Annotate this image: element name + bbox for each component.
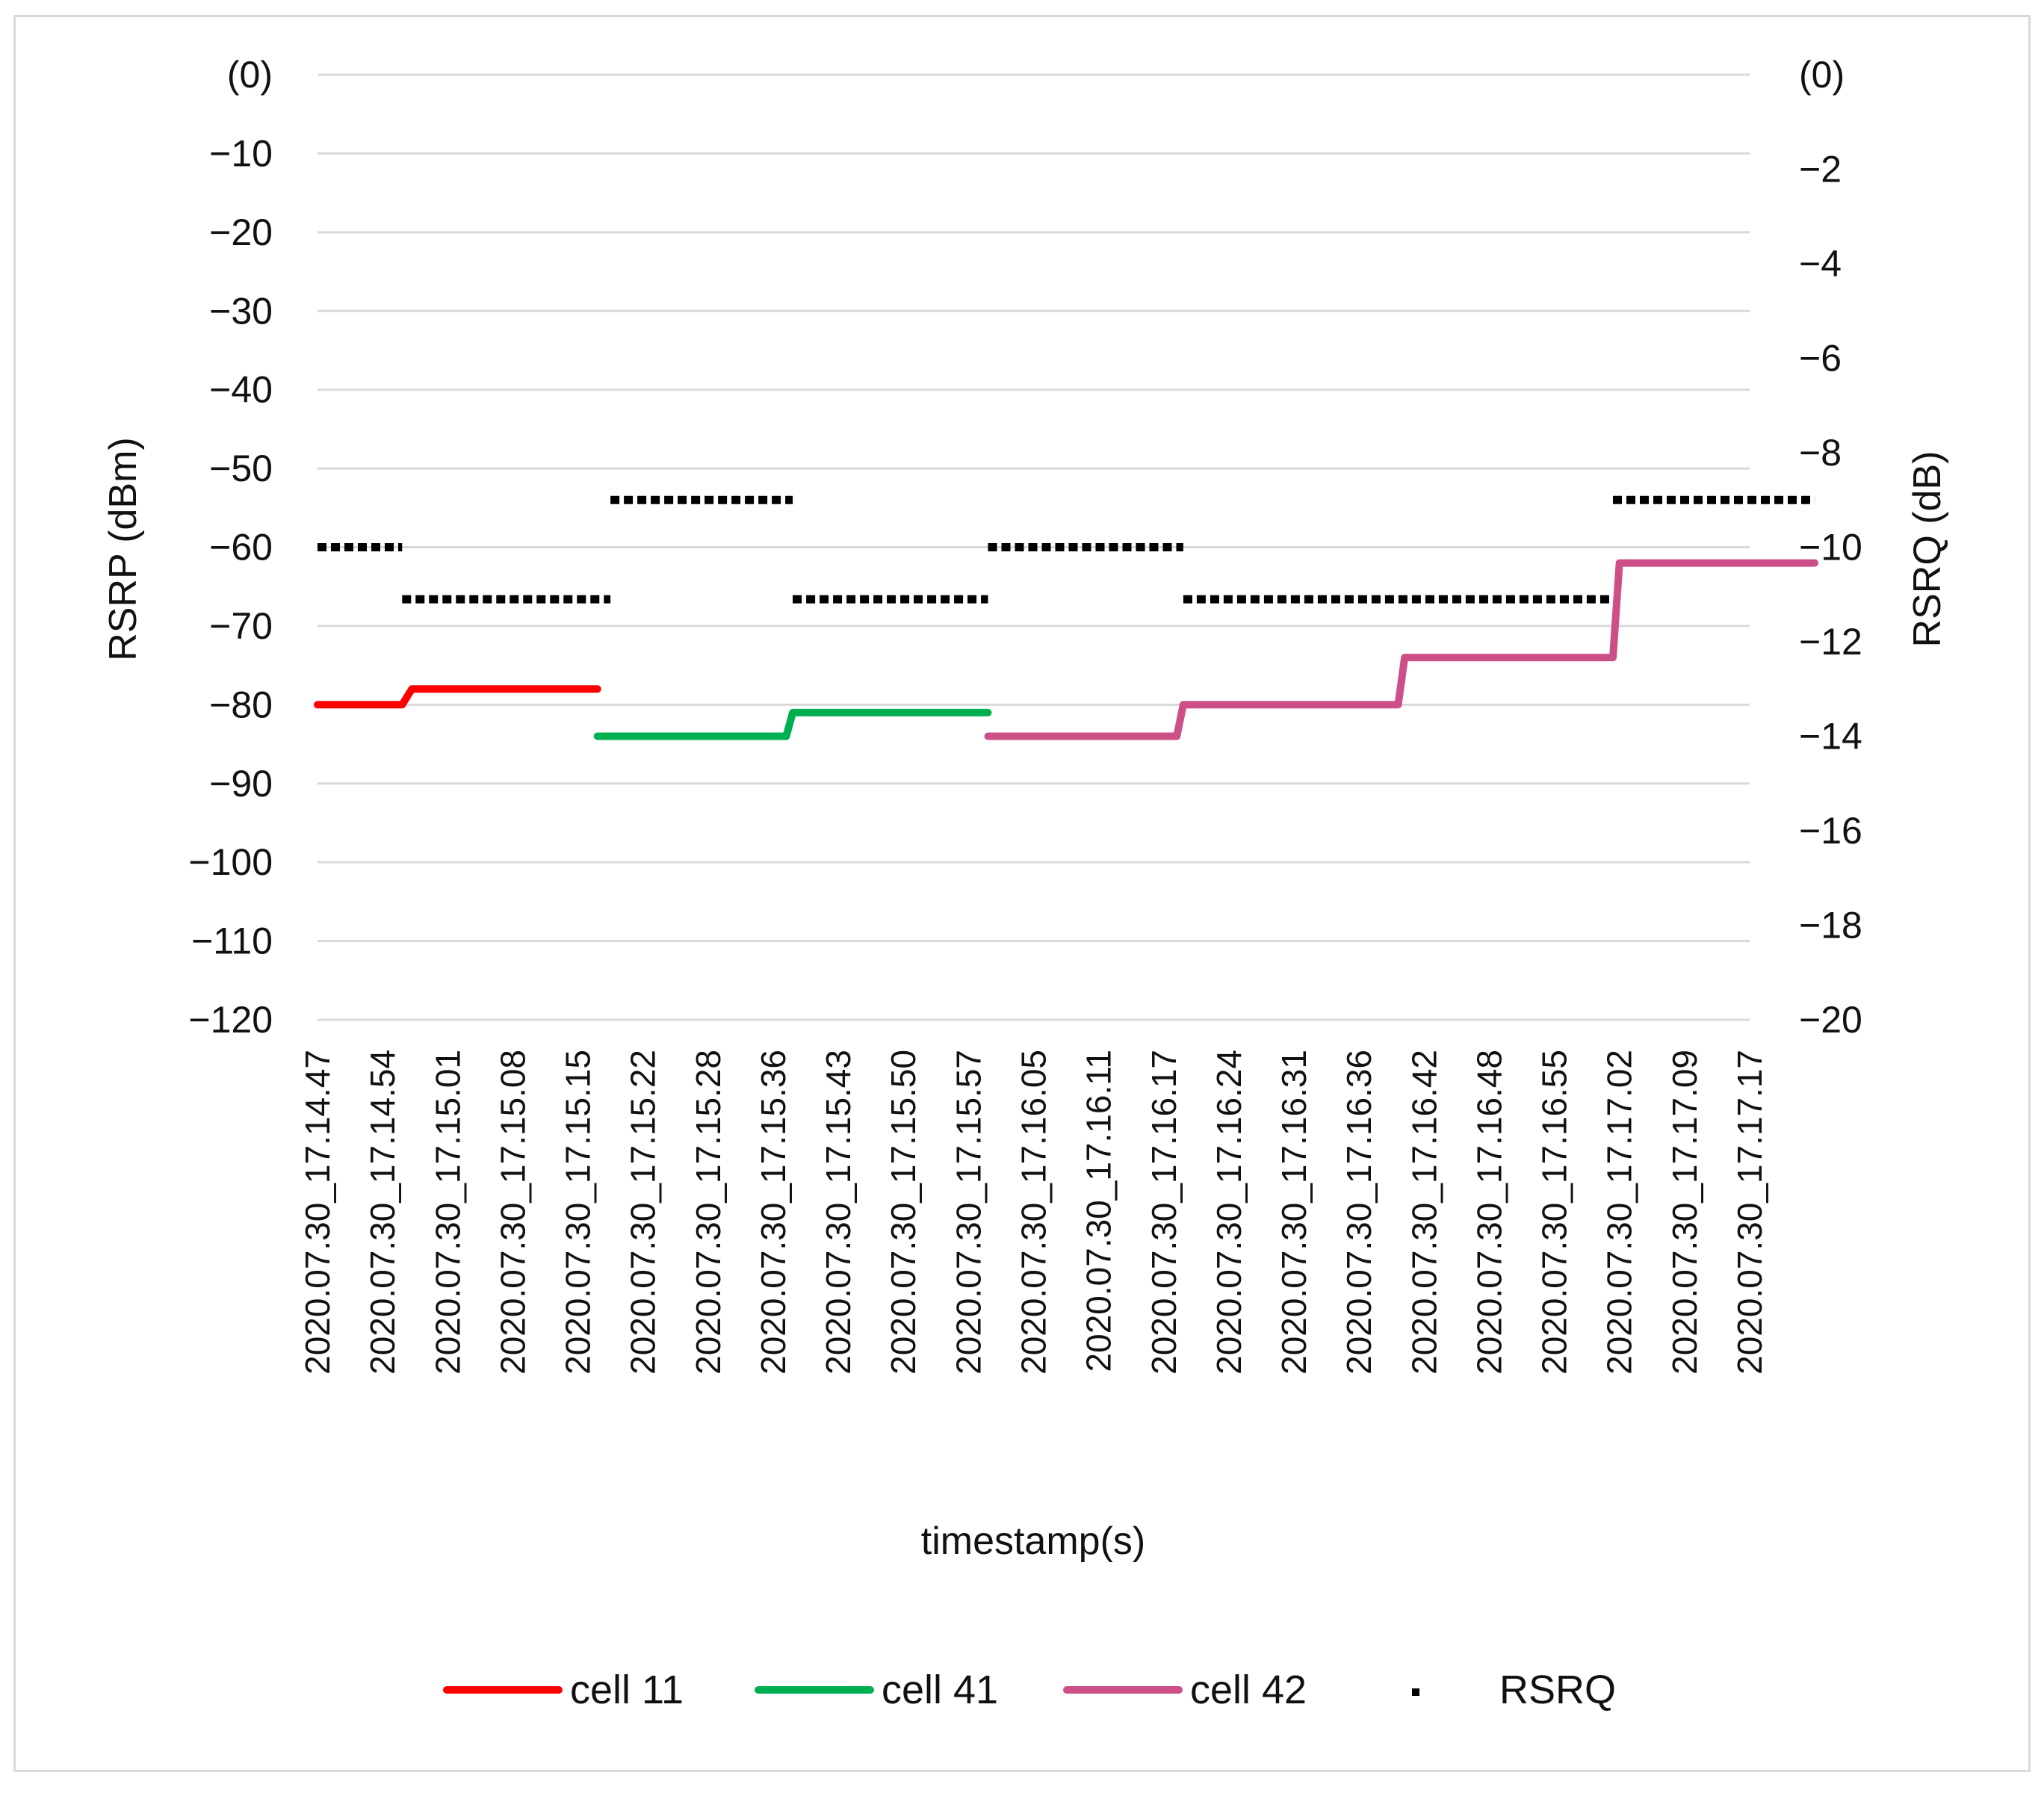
y2-tick-label: −6 (1799, 338, 1842, 380)
y-tick-label: −60 (209, 527, 273, 569)
y2-tick-label: −18 (1799, 905, 1862, 947)
series-line-cell-11 (314, 685, 601, 709)
legend-label: RSRQ (1499, 1667, 1616, 1712)
legend-swatch (1412, 1688, 1419, 1696)
x-tick-label: 2020.07.30_17.17.02 (1600, 1050, 1639, 1375)
x-tick-label: 2020.07.30_17.15.57 (949, 1050, 988, 1375)
y2-tick-label: −20 (1799, 999, 1862, 1041)
x-tick-label: 2020.07.30_17.14.54 (363, 1050, 402, 1375)
x-tick-label: 2020.07.30_17.16.55 (1535, 1050, 1574, 1375)
y2-tick-label: −2 (1799, 149, 1842, 191)
x-tick-label: 2020.07.30_17.16.31 (1275, 1050, 1313, 1375)
legend-label: cell 11 (570, 1667, 684, 1712)
y-tick-label: −40 (209, 369, 273, 411)
y2-tick-label: −4 (1799, 243, 1842, 285)
y-tick-label: −70 (209, 605, 273, 647)
y2-tick-label: −12 (1799, 621, 1862, 663)
x-tick-label: 2020.07.30_17.16.11 (1080, 1050, 1118, 1372)
x-tick-label: 2020.07.30_17.17.17 (1730, 1050, 1769, 1375)
y-tick-label: −20 (209, 211, 273, 253)
x-tick-label: 2020.07.30_17.16.42 (1405, 1050, 1443, 1375)
y-axis-title: RSRP (dBm) (102, 437, 145, 661)
y-tick-label: −50 (209, 448, 273, 489)
x-tick-label: 2020.07.30_17.16.24 (1210, 1050, 1248, 1375)
x-tick-label: 2020.07.30_17.16.36 (1340, 1050, 1378, 1375)
x-tick-label: 2020.07.30_17.15.15 (559, 1050, 598, 1375)
y-tick-label: −30 (209, 290, 273, 332)
x-axis-title: timestamp(s) (921, 1520, 1145, 1563)
y2-axis-title: RSRQ (dB) (1906, 451, 1949, 648)
y-tick-label: −80 (209, 684, 273, 725)
y-tick-label: −110 (191, 920, 273, 962)
legend-label: cell 41 (882, 1667, 998, 1712)
y-tick-label: −100 (188, 841, 273, 883)
x-tick-label: 2020.07.30_17.16.05 (1015, 1050, 1053, 1375)
series-line-cell-41 (593, 708, 992, 740)
x-tick-label: 2020.07.30_17.16.17 (1145, 1050, 1183, 1375)
x-tick-label: 2020.07.30_17.15.28 (689, 1050, 728, 1375)
y2-tick-label: −16 (1799, 810, 1862, 852)
x-tick-label: 2020.07.30_17.15.22 (624, 1050, 663, 1375)
x-tick-label: 2020.07.30_17.15.01 (428, 1050, 467, 1375)
x-tick-label: 2020.07.30_17.15.36 (754, 1050, 793, 1375)
y2-tick-label: −8 (1799, 432, 1842, 474)
x-tick-label: 2020.07.30_17.14.47 (298, 1050, 337, 1375)
series-line-cell-42 (984, 559, 1819, 740)
y-tick-label: (0) (227, 54, 273, 96)
y2-tick-label: (0) (1799, 54, 1845, 96)
chart-frame (13, 15, 2031, 1772)
x-tick-label: 2020.07.30_17.15.43 (819, 1050, 858, 1375)
y-tick-label: −120 (188, 999, 273, 1041)
y-tick-label: −90 (209, 763, 273, 805)
x-tick-label: 2020.07.30_17.17.09 (1665, 1050, 1704, 1375)
legend-label: cell 42 (1190, 1667, 1307, 1712)
x-tick-label: 2020.07.30_17.15.08 (493, 1050, 532, 1375)
x-tick-label: 2020.07.30_17.16.48 (1469, 1050, 1508, 1375)
y2-tick-label: −14 (1799, 716, 1862, 758)
y-tick-label: −10 (209, 132, 273, 174)
x-tick-label: 2020.07.30_17.15.50 (884, 1050, 923, 1375)
